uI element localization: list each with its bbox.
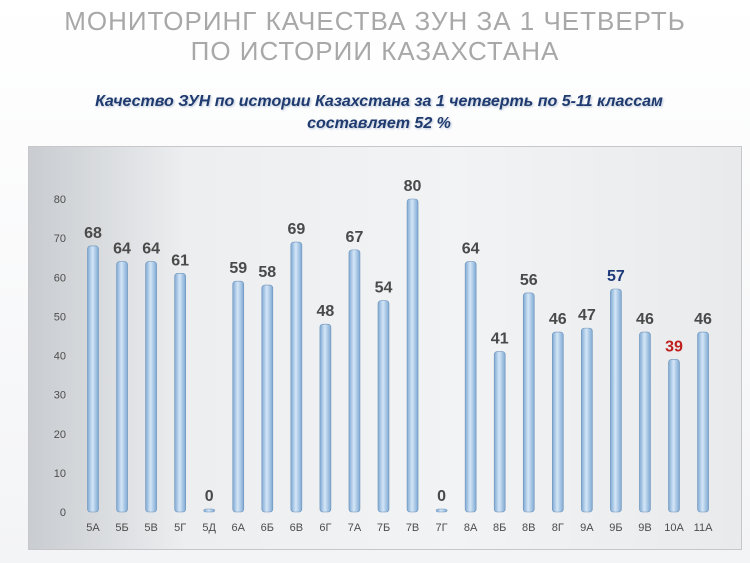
data-label-7А: 67 [346, 229, 364, 246]
x-tick-label-11А: 11А [694, 522, 713, 534]
x-tick-label-8А: 8А [464, 522, 478, 534]
page-title-line-2: ПО ИСТОРИИ КАЗАХСТАНА [190, 36, 560, 66]
x-tick-label-9А: 9А [580, 522, 594, 534]
x-tick-label-5Г: 5Г [174, 522, 186, 534]
data-label-6А: 59 [229, 260, 247, 277]
bar-5Г [174, 273, 186, 513]
data-label-11А: 46 [694, 311, 712, 328]
bar-5Б [116, 261, 128, 513]
bar-9Б [610, 288, 622, 513]
x-tick-label-9Б: 9Б [609, 522, 622, 534]
bar-8Б [493, 351, 506, 513]
y-tick-label: 0 [60, 507, 66, 519]
y-tick-label: 30 [54, 390, 66, 402]
data-label-6Г: 48 [317, 303, 335, 320]
bar-6Г [319, 323, 332, 513]
y-tick-label: 60 [54, 272, 66, 284]
data-label-9А: 47 [578, 307, 596, 324]
x-tick-label-9В: 9В [638, 522, 651, 534]
x-tick-label-7Г: 7Г [436, 522, 448, 534]
data-label-8В: 56 [520, 272, 538, 289]
data-label-5В: 64 [142, 241, 160, 258]
bar-5А [87, 245, 99, 513]
data-label-5Г: 61 [171, 252, 189, 269]
bar-5В [145, 261, 157, 513]
bar-5Д [203, 508, 215, 513]
y-tick-label: 70 [54, 233, 66, 245]
bar-chart: 0 10 20 30 40 50 60 70 80 68 5А 64 5Б 64 5В 61 5Г 0 5Д 59 6А… [54, 178, 713, 534]
bar-6В [290, 241, 303, 513]
y-tick-label: 20 [54, 429, 66, 441]
data-label-7Б: 54 [375, 280, 393, 297]
data-label-5Б: 64 [113, 241, 131, 258]
x-tick-label-5Д: 5Д [202, 522, 216, 534]
data-label-9В: 46 [636, 311, 654, 328]
y-tick-label: 40 [54, 351, 66, 363]
data-label-8Б: 41 [491, 331, 509, 348]
y-tick-label: 80 [54, 194, 66, 206]
data-label-10А: 39 [665, 338, 683, 355]
subtitle-line-2: составляет 52 % [307, 115, 451, 132]
page-title-line-1: МОНИТОРИНГ КАЧЕСТВА ЗУН ЗА 1 ЧЕТВЕРТЬ [64, 6, 686, 36]
x-tick-label-8Б: 8Б [493, 522, 506, 534]
x-tick-label-6Г: 6Г [319, 522, 331, 534]
x-tick-label-5Б: 5Б [115, 522, 128, 534]
data-label-7Г: 0 [437, 488, 446, 505]
bar-9В [639, 331, 651, 513]
bar-7В [406, 198, 419, 513]
y-tick-label: 10 [54, 468, 66, 480]
x-tick-label-8В: 8В [522, 522, 535, 534]
data-label-5Д: 0 [205, 488, 214, 505]
x-tick-label-6Б: 6Б [261, 522, 274, 534]
x-tick-label-10А: 10А [664, 522, 684, 534]
data-label-8Г: 46 [549, 311, 567, 328]
x-tick-label-7В: 7В [406, 522, 419, 534]
x-tick-label-5В: 5В [144, 522, 157, 534]
bar-9А [581, 327, 593, 513]
bar-7А [348, 249, 361, 513]
bar-8Г [551, 331, 564, 513]
data-label-5А: 68 [84, 225, 102, 242]
x-tick-label-5А: 5А [86, 522, 100, 534]
bar-7Б [377, 300, 390, 513]
data-label-6В: 69 [287, 221, 305, 238]
x-tick-label-8Г: 8Г [552, 522, 564, 534]
data-label-6Б: 58 [258, 264, 276, 281]
bar-8В [522, 292, 535, 513]
y-tick-label: 50 [54, 311, 66, 323]
x-tick-label-7А: 7А [348, 522, 362, 534]
chart-panel: 0 10 20 30 40 50 60 70 80 68 5А 64 5Б 64 5В 61 5Г 0 5Д 59 6А… [28, 146, 742, 550]
data-label-9Б: 57 [607, 268, 625, 285]
data-label-8А: 64 [462, 241, 480, 258]
bar-7Г [435, 508, 448, 513]
bar-11А [697, 331, 709, 513]
bar-10А [668, 359, 680, 513]
bar-8А [464, 261, 477, 513]
x-tick-label-6А: 6А [232, 522, 246, 534]
bar-6А [232, 280, 245, 513]
x-tick-label-6В: 6В [290, 522, 303, 534]
bar-6Б [261, 284, 274, 513]
x-tick-label-7Б: 7Б [377, 522, 390, 534]
data-label-7В: 80 [404, 178, 422, 195]
subtitle-line-1: Качество ЗУН по истории Казахстана за 1 … [95, 93, 663, 110]
